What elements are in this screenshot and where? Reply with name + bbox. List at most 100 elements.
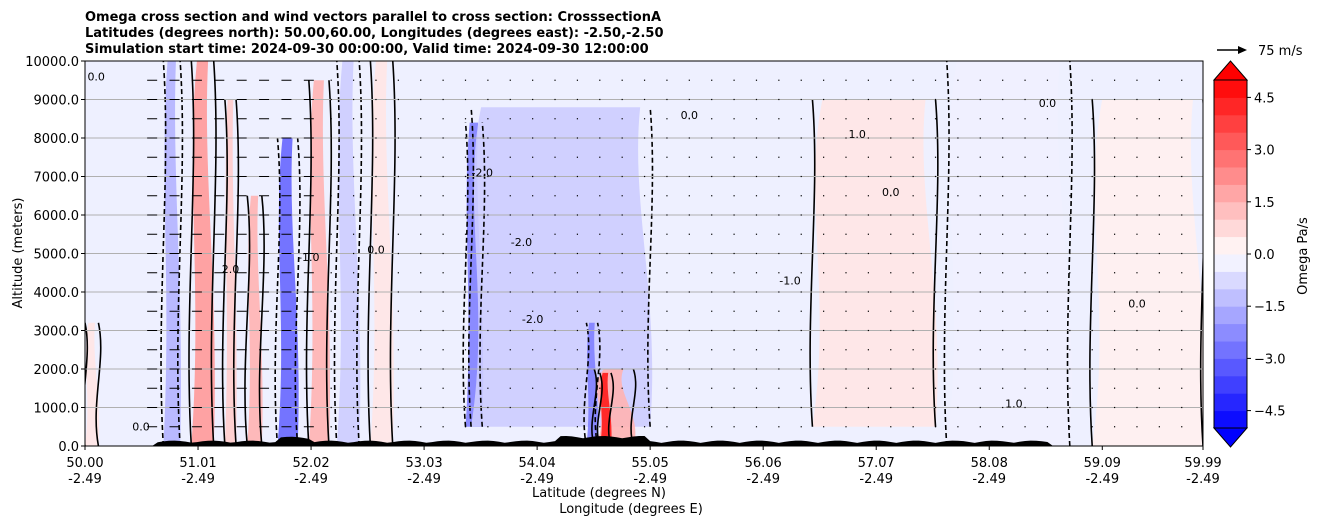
wind-vector-265 (442, 79, 444, 81)
wind-vector-222 (397, 175, 399, 178)
wind-vector-296 (487, 214, 489, 216)
wind-vector-763 (1046, 368, 1049, 370)
wind-vector-272 (464, 310, 467, 312)
wind-vector-401 (621, 387, 623, 389)
wind-vector-314 (509, 233, 511, 235)
wind-vector-389 (599, 252, 601, 255)
wind-vector-738 (1002, 118, 1004, 120)
wind-vector-329 (532, 310, 534, 312)
wind-vector-803 (1091, 329, 1093, 332)
wind-vector-633 (890, 310, 892, 312)
contour-line-33 (1199, 99, 1203, 446)
wind-vector-685 (957, 406, 959, 409)
wind-vector-450 (666, 175, 668, 178)
wind-vector-397 (599, 98, 601, 101)
wind-vector-597 (845, 272, 847, 274)
wind-vector-473 (688, 98, 690, 101)
wind-vector-231 (420, 368, 422, 370)
wind-vector-466 (688, 233, 690, 235)
wind-vector-425 (643, 291, 646, 293)
wind-vector-360 (554, 79, 556, 81)
wind-vector-677 (934, 195, 937, 197)
wind-vector-693 (957, 252, 959, 255)
wind-vector-808 (1091, 233, 1093, 235)
wind-vector-199 (375, 252, 377, 255)
wind-vector-233 (420, 329, 422, 332)
wind-vector-160 (330, 272, 332, 274)
wind-vector-609 (867, 406, 869, 409)
colorbar-level-7 (1214, 288, 1247, 307)
wind-vector-720 (979, 98, 981, 101)
wind-vector-870 (1158, 137, 1160, 139)
wind-vector-829 (1113, 195, 1116, 197)
wind-vector-494 (733, 426, 735, 428)
wind-vector-886 (1181, 195, 1183, 197)
colorbar-level-18 (1214, 97, 1247, 116)
wind-vector-724 (1002, 387, 1004, 389)
wind-vector-588 (823, 79, 825, 81)
wind-vector-237 (420, 252, 422, 255)
wind-vector-439 (666, 387, 668, 389)
wind-vector-642 (890, 137, 892, 139)
contour-line-7 (232, 99, 240, 446)
wind-vector-278 (464, 195, 467, 197)
wind-vector-391 (599, 214, 601, 216)
wind-vector-308 (509, 349, 511, 351)
wind-vector-631 (890, 349, 892, 351)
wind-vector-817 (1113, 426, 1116, 428)
wind-vector-607 (845, 79, 847, 81)
wind-vector-400 (621, 406, 623, 409)
wind-vector-775 (1046, 137, 1049, 139)
wind-vector-283 (464, 98, 467, 101)
wind-vector-196 (375, 310, 377, 312)
wind-vector-885 (1181, 214, 1183, 216)
wind-vector-519 (755, 310, 758, 312)
wind-vector-543 (778, 214, 780, 216)
wind-vector-319 (509, 137, 511, 139)
wind-vector-334 (532, 214, 534, 216)
wind-vector-182 (352, 214, 355, 216)
wind-vector-682 (934, 98, 937, 101)
wind-vector-163 (330, 214, 332, 216)
wind-vector-577 (823, 291, 825, 293)
wind-vector-414 (621, 137, 623, 139)
wind-vector-480 (711, 329, 713, 332)
wind-vector-652 (912, 310, 914, 312)
wind-vector-165 (330, 175, 332, 178)
wind-vector-523 (755, 233, 758, 235)
y-tick-label-5: 5000.0 (34, 248, 80, 263)
x-tick-lat-3: 53.03 (405, 456, 442, 471)
wind-vector-667 (934, 387, 937, 389)
wind-vector-790 (1069, 214, 1071, 216)
wind-vector-608 (867, 426, 869, 428)
wind-vector-318 (509, 156, 511, 158)
wind-vector-463 (688, 291, 690, 293)
wind-vector-888 (1181, 156, 1183, 158)
wind-vector-559 (800, 272, 802, 274)
wind-vector-820 (1113, 368, 1116, 370)
wind-vector-331 (532, 272, 534, 274)
colorbar-level-13 (1214, 184, 1247, 203)
contour-line-31 (1066, 61, 1073, 446)
x-axis-label-lon: Longitude (degrees E) (559, 502, 703, 517)
wind-vector-665 (934, 426, 937, 428)
wind-vector-881 (1181, 291, 1183, 293)
wind-vector-403 (621, 349, 623, 351)
wind-vector-248 (442, 406, 444, 409)
wind-vector-365 (576, 349, 579, 351)
wind-vector-840 (1136, 349, 1138, 351)
wind-vector-772 (1046, 195, 1049, 197)
wind-vector-223 (397, 156, 399, 158)
wind-vector-552 (800, 406, 802, 409)
wind-vector-861 (1158, 310, 1160, 312)
x-tick-lat-0: 50.00 (66, 456, 103, 471)
wind-vector-275 (464, 252, 467, 255)
wind-vector-309 (509, 329, 511, 332)
wind-vector-376 (576, 137, 579, 139)
contour-label-4: -2.0 (522, 313, 543, 326)
wind-vector-228 (420, 426, 422, 428)
wind-vector-185 (352, 156, 355, 158)
wind-vector-192 (375, 387, 377, 389)
wind-vector-188 (352, 98, 355, 101)
